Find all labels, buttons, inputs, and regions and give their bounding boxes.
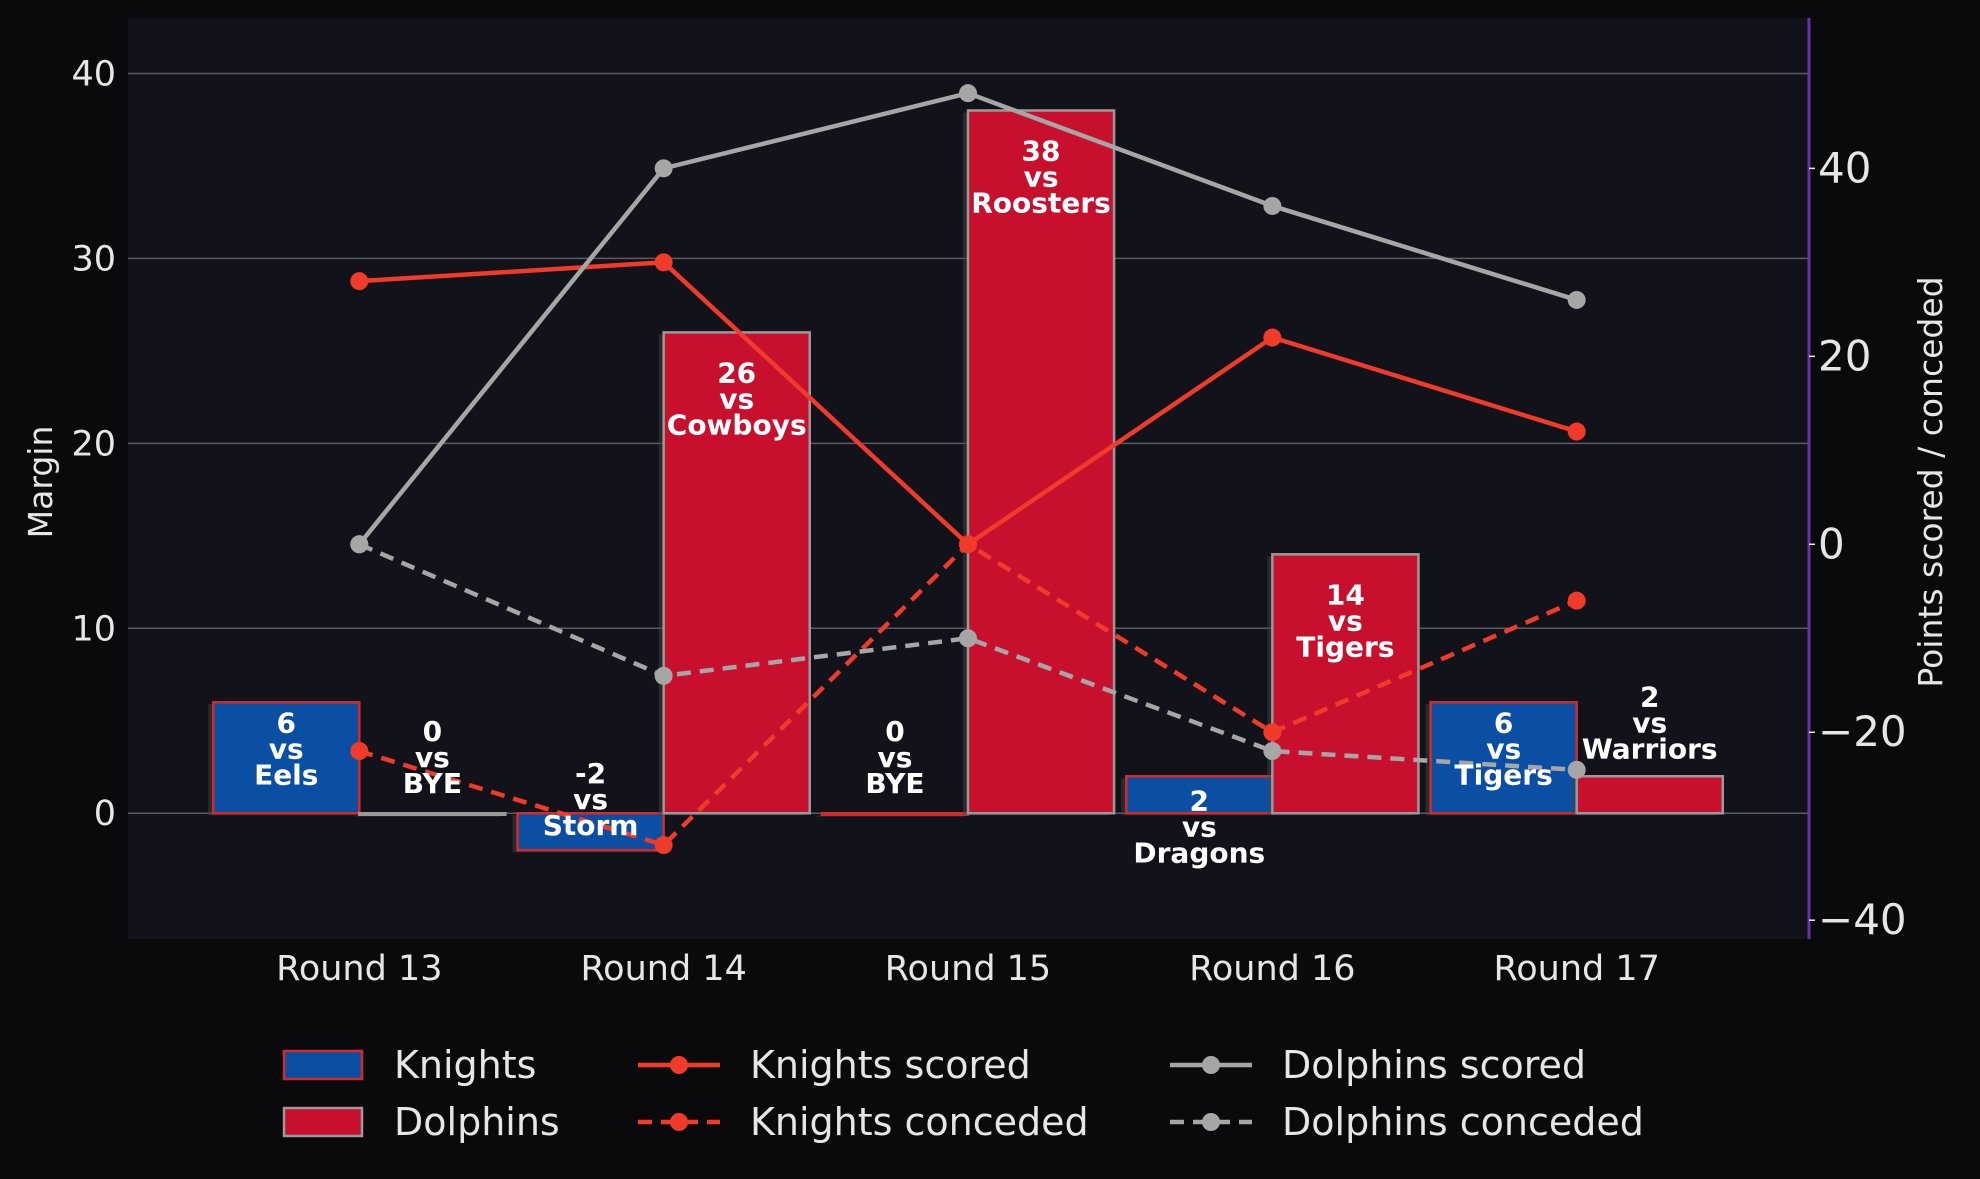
bar-data-label: 14: [1326, 578, 1365, 611]
y-tick-label: 0: [94, 794, 116, 834]
bar-data-label: vs: [573, 783, 608, 816]
line-point: [1263, 328, 1282, 347]
bar-dolphins: [358, 811, 507, 816]
y2-tick-label: 20: [1818, 331, 1871, 380]
line-point: [959, 84, 977, 103]
bar-data-label: Cowboys: [667, 408, 807, 441]
bar-data-label: Warriors: [1582, 732, 1718, 765]
x-tick-label: Round 17: [1493, 949, 1659, 989]
line-point: [654, 666, 673, 685]
y-axis: 0 10 20 30 40: [71, 54, 116, 834]
legend-marker: [670, 1113, 688, 1131]
bar-dolphins: [1271, 553, 1420, 815]
bar-knights: [820, 811, 970, 816]
bar-data-label: vs: [1328, 604, 1363, 637]
bar-data-label: 6: [1494, 706, 1513, 739]
legend-swatch: [282, 1106, 364, 1138]
y-tick-label: 30: [71, 239, 116, 279]
legend-entry: Dolphins scored: [1282, 1043, 1586, 1087]
bar-data-label: Roosters: [971, 186, 1111, 219]
bars: [208, 109, 1725, 853]
line-point: [350, 272, 369, 291]
y-axis-label: Margin: [21, 426, 60, 539]
bar-dolphins: [662, 331, 811, 815]
line-point: [1263, 723, 1282, 742]
bar-data-label: BYE: [403, 767, 462, 800]
x-tick-label: Round 13: [276, 949, 442, 989]
y2-axis: −40 −20 0 20 40: [1809, 143, 1907, 944]
legend-marker: [1202, 1113, 1220, 1131]
bar-data-label: vs: [719, 382, 754, 415]
y-tick-label: 20: [71, 424, 116, 464]
line-point: [1567, 422, 1586, 441]
bar-data-label: vs: [877, 741, 912, 774]
bar-knights: [1429, 701, 1578, 815]
line-point: [959, 535, 977, 554]
line-dolphins-conceded: [358, 542, 1577, 773]
bar-data-label: vs: [1486, 732, 1521, 765]
bar-dolphins: [1575, 775, 1725, 815]
bar-data-label: vs: [415, 741, 450, 774]
bar-data-label: 6: [277, 706, 296, 739]
bar-data-label: vs: [1024, 160, 1059, 193]
bar-data-label: 2: [1190, 784, 1209, 817]
y2-tick-label: −20: [1818, 707, 1907, 756]
legend-entry: Dolphins: [394, 1100, 560, 1144]
bar-knights: [1125, 775, 1274, 815]
y2-tick-label: −40: [1818, 895, 1907, 944]
line-point: [1567, 591, 1586, 610]
line-point: [1263, 196, 1282, 215]
y2-tick-label: 40: [1818, 143, 1871, 192]
legend-entry: Dolphins conceded: [1282, 1100, 1644, 1144]
bar-data-label: 0: [885, 715, 904, 748]
bar-knights: [516, 811, 665, 852]
bar-data-label: -2: [575, 757, 606, 790]
x-tick-label: Round 16: [1189, 949, 1355, 989]
line-point: [1567, 760, 1586, 779]
bar-data-label: Eels: [254, 758, 318, 791]
bar-data-label: 0: [423, 715, 442, 748]
y-tick-label: 40: [71, 54, 116, 94]
bar-data-label: 26: [717, 356, 756, 389]
line-point: [350, 535, 369, 554]
bar-data-label: 2: [1640, 680, 1659, 713]
legend-marker: [1202, 1056, 1220, 1074]
y2-tick-label: 0: [1818, 519, 1845, 568]
line-point: [654, 253, 673, 272]
bar-data-label: Tigers: [1455, 758, 1553, 791]
line-point: [654, 836, 673, 855]
x-tick-label: Round 15: [885, 949, 1051, 989]
x-tick-label: Round 14: [580, 949, 746, 989]
x-axis: Round 13 Round 14 Round 15 Round 16 Round 17: [276, 949, 1660, 989]
bar-data-label: vs: [1182, 810, 1217, 843]
line-point: [959, 629, 977, 648]
line-point: [1263, 742, 1282, 761]
legend-marker: [670, 1056, 688, 1074]
bar-data-label: Storm: [543, 809, 639, 842]
legend-entry: Knights: [394, 1043, 536, 1087]
line-point: [350, 742, 369, 761]
legend-swatch: [282, 1049, 364, 1081]
lines: [350, 84, 1586, 855]
bar-data-label: Tigers: [1296, 630, 1394, 663]
bar-data-label: Dragons: [1133, 836, 1265, 869]
y-tick-label: 10: [71, 609, 116, 649]
line-point: [654, 159, 673, 178]
bar-data-label: vs: [1632, 706, 1667, 739]
bar-data-label: 38: [1022, 134, 1061, 167]
legend-entry: Knights conceded: [750, 1100, 1089, 1144]
bar-data-label: BYE: [865, 767, 924, 800]
bar-data-label: vs: [269, 732, 304, 765]
legend-entry: Knights scored: [750, 1043, 1031, 1087]
legend: Knights Dolphins Knights scored Knights con…: [282, 1043, 1644, 1144]
line-point: [1567, 290, 1586, 309]
y2-axis-label: Points scored / conceded: [1911, 276, 1950, 687]
